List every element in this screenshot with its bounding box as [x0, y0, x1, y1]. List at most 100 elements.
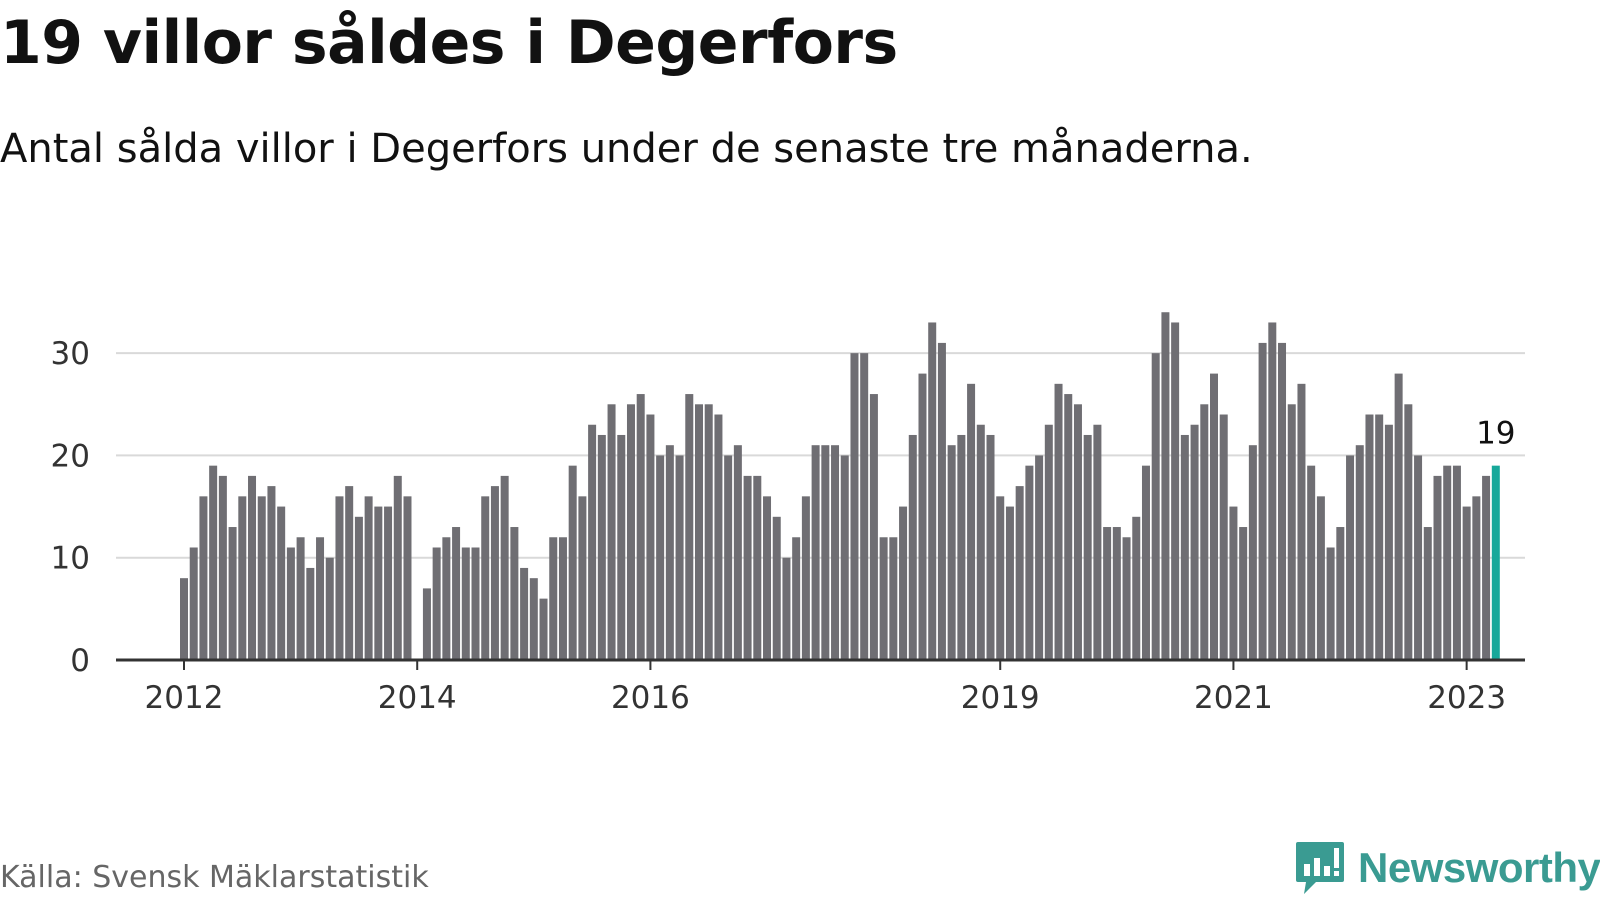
- bar: [617, 434, 626, 660]
- bar: [442, 537, 451, 660]
- bar: [928, 322, 937, 660]
- bar: [422, 588, 431, 660]
- bar: [1404, 404, 1413, 660]
- x-tick-label: 2023: [1427, 680, 1506, 716]
- bar: [695, 404, 703, 660]
- bar: [1239, 527, 1248, 660]
- y-tick-label: 20: [51, 438, 90, 474]
- y-tick-label: 0: [70, 643, 90, 679]
- bar: [976, 424, 985, 660]
- bar: [996, 496, 1005, 660]
- bar: [1452, 465, 1461, 660]
- bar: [568, 465, 577, 660]
- bar: [1394, 373, 1403, 660]
- bar: [1093, 424, 1102, 660]
- bar: [1355, 445, 1364, 660]
- bar: [461, 547, 470, 660]
- bar: [1161, 312, 1170, 660]
- bar: [782, 557, 791, 660]
- bar: [1112, 527, 1121, 660]
- bar: [1190, 424, 1199, 660]
- bar: [228, 527, 237, 660]
- bar: [1433, 475, 1442, 660]
- bar: [899, 506, 908, 660]
- bar: [1015, 486, 1024, 660]
- bar: [860, 353, 869, 660]
- bar: [1151, 353, 1160, 660]
- bar: [1210, 373, 1218, 660]
- bar: [937, 342, 946, 660]
- bar: [335, 496, 344, 660]
- bar: [1462, 506, 1471, 660]
- bar: [1132, 516, 1141, 660]
- x-tick-label: 2012: [145, 680, 224, 716]
- bar: [1073, 404, 1082, 660]
- bar: [500, 475, 509, 660]
- bar: [665, 445, 674, 660]
- bar-chart: 0 10 20 30 19 2012 2014 2016 2019 2021 2023: [51, 312, 1525, 716]
- bar: [286, 547, 295, 660]
- bar: [364, 496, 373, 660]
- bar: [607, 404, 616, 660]
- bar: [1258, 342, 1267, 660]
- bar: [578, 496, 587, 660]
- brand-name: Newsworthy: [1358, 844, 1600, 891]
- bar: [957, 434, 966, 660]
- bar: [432, 547, 441, 660]
- bar: [772, 516, 781, 660]
- bar: [724, 455, 733, 660]
- bar: [1336, 527, 1345, 660]
- bar: [1103, 527, 1112, 660]
- bar: [529, 578, 538, 660]
- bar: [918, 373, 927, 660]
- bar: [549, 537, 558, 660]
- bar: [1384, 424, 1393, 660]
- bar: [792, 537, 801, 660]
- bar: [1141, 465, 1150, 660]
- bar: [889, 537, 898, 660]
- chart-title: 19 villor såldes i Degerfors: [0, 8, 898, 78]
- bar: [384, 506, 393, 660]
- bar: [1316, 496, 1325, 660]
- bar: [831, 445, 840, 660]
- bar: [646, 414, 655, 660]
- bar: [597, 434, 606, 660]
- x-tick-label: 2016: [611, 680, 690, 716]
- bar: [1025, 465, 1034, 660]
- bar: [296, 537, 305, 660]
- bar: [1346, 455, 1355, 660]
- bar: [1297, 383, 1306, 660]
- bar: [490, 486, 499, 660]
- bar: [238, 496, 247, 660]
- bar: [1180, 434, 1189, 660]
- bar: [1414, 455, 1423, 660]
- bar: [908, 434, 917, 660]
- bar: [704, 404, 713, 660]
- axes: [116, 658, 1525, 670]
- bar: [189, 547, 198, 660]
- source-note: Källa: Svensk Mäklarstatistik: [0, 860, 429, 895]
- bar: [1171, 322, 1180, 660]
- chart-subtitle: Antal sålda villor i Degerfors under de …: [0, 126, 1253, 172]
- bar: [510, 527, 519, 660]
- bar: [354, 516, 363, 660]
- bar: [558, 537, 567, 660]
- bar: [675, 455, 684, 660]
- bar: [714, 414, 723, 660]
- bar: [180, 578, 188, 660]
- bar: [811, 445, 820, 660]
- bar: [753, 475, 762, 660]
- bar: [306, 567, 315, 660]
- bar: [626, 404, 635, 660]
- bar: [1054, 383, 1063, 660]
- bar: [1219, 414, 1228, 660]
- bar: [199, 496, 208, 660]
- highlight-value-label: 19: [1476, 416, 1515, 452]
- bar: [1472, 496, 1481, 660]
- bar: [1423, 527, 1432, 660]
- brand-logo[interactable]: Newsworthy: [1294, 840, 1600, 896]
- bar: [452, 527, 461, 660]
- bar-highlight: [1491, 465, 1500, 660]
- bar: [345, 486, 354, 660]
- bar: [1326, 547, 1335, 660]
